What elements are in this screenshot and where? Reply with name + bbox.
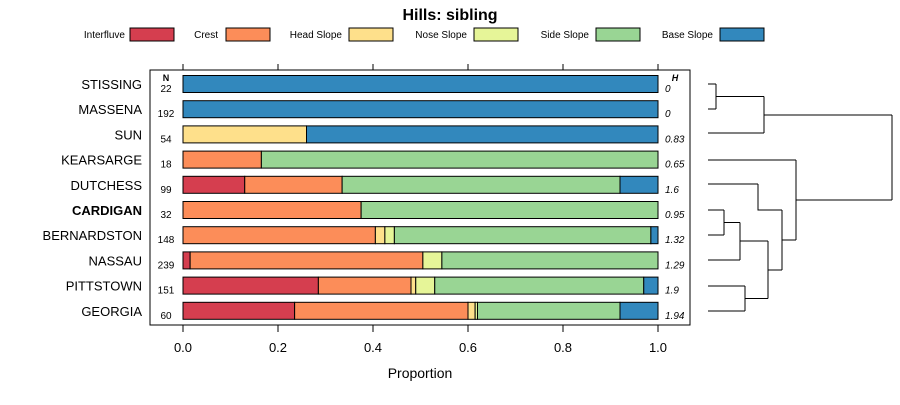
n-value: 32 xyxy=(160,210,172,221)
legend-swatch xyxy=(129,27,175,42)
bar-segment xyxy=(189,251,424,270)
n-value: 192 xyxy=(158,109,175,120)
bar-segment xyxy=(467,301,476,320)
n-column-header: N xyxy=(163,73,170,83)
bar-segment xyxy=(384,226,395,245)
h-column-header: H xyxy=(672,73,679,83)
bar-segment xyxy=(244,175,343,194)
legend-swatch xyxy=(225,27,271,42)
bar-segment xyxy=(294,301,469,320)
n-value: 18 xyxy=(160,160,172,171)
dendrogram-branch xyxy=(740,240,769,299)
x-tick-label: 0.2 xyxy=(269,340,287,355)
bar-segment xyxy=(360,201,659,219)
n-value: 148 xyxy=(158,235,175,246)
category-label: GEORGIA xyxy=(81,304,142,319)
category-label: PITTSTOWN xyxy=(66,279,142,294)
bar-segment xyxy=(182,175,246,194)
bar-segment xyxy=(410,276,417,295)
bar-segment xyxy=(393,226,652,245)
legend-label: Crest xyxy=(194,30,218,41)
n-value: 54 xyxy=(160,134,172,145)
bar-segment xyxy=(422,251,443,270)
bar-segment xyxy=(317,276,412,295)
legend-label: Nose Slope xyxy=(415,30,467,41)
bar-rows: STISSING 22 0 MASSENA 192 0 SUN 54 0.83 KEARSARGE… xyxy=(43,75,685,322)
bar-segment xyxy=(260,150,659,169)
plot-frame xyxy=(149,69,691,326)
n-value: 22 xyxy=(160,84,172,95)
legend-label: Base Slope xyxy=(662,30,714,41)
top-axis-ticks xyxy=(182,64,659,70)
category-label: DUTCHESS xyxy=(70,178,142,193)
legend-swatch xyxy=(473,27,519,42)
dendrogram-branch xyxy=(708,183,783,271)
bar-segment xyxy=(182,301,296,320)
x-tick-label: 0.6 xyxy=(459,340,477,355)
h-value: 1.32 xyxy=(665,235,685,246)
bar-segment xyxy=(650,226,659,245)
bar-segment xyxy=(182,100,659,119)
h-value: 0.95 xyxy=(665,210,685,221)
legend-swatch xyxy=(595,27,641,42)
category-label: BERNARDSTON xyxy=(43,228,142,243)
bar-segment xyxy=(182,251,191,270)
bar-segment xyxy=(182,276,319,295)
dendrogram-branch xyxy=(708,83,717,110)
category-label: KEARSARGE xyxy=(61,153,142,168)
category-label: SUN xyxy=(115,127,142,142)
bar-segment xyxy=(182,75,659,93)
legend-swatch xyxy=(719,27,765,42)
bar-segment xyxy=(619,175,659,194)
h-value: 1.6 xyxy=(665,185,679,196)
legend-label: Head Slope xyxy=(290,30,343,41)
bar-segment xyxy=(182,226,376,245)
dendrogram-branch xyxy=(708,209,725,236)
x-axis-label: Proportion xyxy=(388,365,453,381)
h-value: 0 xyxy=(665,109,671,120)
bar-segment xyxy=(374,226,386,245)
legend-swatch xyxy=(348,27,394,42)
h-value: 1.94 xyxy=(665,311,685,322)
chart-title: Hills: sibling xyxy=(402,7,497,24)
h-value: 0.65 xyxy=(665,160,685,171)
dendrogram-branch xyxy=(708,159,797,241)
x-tick-label: 0.0 xyxy=(174,340,192,355)
bar-segment xyxy=(341,175,621,194)
legend-label: Interfluve xyxy=(84,30,126,41)
bar-segment xyxy=(434,276,645,295)
category-label: MASSENA xyxy=(78,102,142,117)
legend: Interfluve Crest Head Slope Nose Slope Side … xyxy=(84,27,765,42)
h-value: 0 xyxy=(665,84,671,95)
category-label: NASSAU xyxy=(89,253,142,268)
dendrogram-branch xyxy=(764,114,893,201)
bar-segment xyxy=(477,301,621,320)
bar-segment xyxy=(306,125,659,144)
n-value: 151 xyxy=(158,286,175,297)
dendrogram xyxy=(708,83,893,312)
category-label: CARDIGAN xyxy=(72,203,142,218)
n-value: 99 xyxy=(160,185,172,196)
bar-segment xyxy=(441,251,659,270)
x-tick-label: 1.0 xyxy=(649,340,667,355)
h-value: 1.9 xyxy=(665,286,679,297)
n-value: 60 xyxy=(160,311,172,322)
bar-segment xyxy=(182,150,262,169)
category-label: STISSING xyxy=(81,77,142,92)
x-axis: 0.0 0.2 0.4 0.6 0.8 1.0 xyxy=(174,325,667,355)
bar-segment xyxy=(182,125,307,144)
n-value: 239 xyxy=(158,260,175,271)
h-value: 1.29 xyxy=(665,260,685,271)
x-tick-label: 0.4 xyxy=(364,340,382,355)
bar-segment xyxy=(182,201,362,219)
bar-segment xyxy=(643,276,659,295)
bar-segment xyxy=(619,301,659,320)
legend-label: Side Slope xyxy=(541,30,590,41)
bar-segment xyxy=(415,276,436,295)
dendrogram-branch xyxy=(708,285,746,312)
h-value: 0.83 xyxy=(665,134,685,145)
x-tick-label: 0.8 xyxy=(554,340,572,355)
